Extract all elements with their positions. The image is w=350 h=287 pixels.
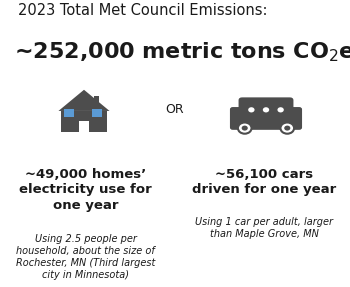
- FancyBboxPatch shape: [262, 111, 270, 115]
- Circle shape: [263, 107, 269, 113]
- Text: ~49,000 homes’
electricity use for
one year: ~49,000 homes’ electricity use for one y…: [19, 168, 152, 212]
- Circle shape: [280, 123, 294, 134]
- FancyBboxPatch shape: [64, 109, 74, 117]
- Text: ~252,000 metric tons CO$_2$e: ~252,000 metric tons CO$_2$e: [14, 40, 350, 64]
- FancyBboxPatch shape: [94, 96, 99, 104]
- Text: ~56,100 cars
driven for one year: ~56,100 cars driven for one year: [192, 168, 336, 196]
- Circle shape: [276, 106, 286, 114]
- FancyBboxPatch shape: [276, 111, 285, 115]
- Circle shape: [241, 126, 248, 131]
- FancyBboxPatch shape: [239, 97, 293, 119]
- Circle shape: [246, 106, 256, 114]
- Text: Using 1 car per adult, larger
than Maple Grove, MN: Using 1 car per adult, larger than Maple…: [195, 217, 333, 239]
- FancyBboxPatch shape: [247, 111, 256, 115]
- Circle shape: [238, 123, 252, 134]
- Polygon shape: [58, 90, 110, 111]
- FancyBboxPatch shape: [230, 107, 302, 130]
- Text: 2023 Total Met Council Emissions:: 2023 Total Met Council Emissions:: [18, 3, 267, 18]
- Circle shape: [278, 107, 284, 113]
- FancyBboxPatch shape: [61, 111, 107, 132]
- Text: OR: OR: [166, 102, 184, 116]
- FancyBboxPatch shape: [79, 121, 89, 132]
- Circle shape: [261, 106, 271, 114]
- FancyBboxPatch shape: [92, 109, 102, 117]
- Circle shape: [284, 126, 290, 131]
- Circle shape: [248, 107, 254, 113]
- Text: Using 2.5 people per
household, about the size of
Rochester, MN (Third largest
c: Using 2.5 people per household, about th…: [16, 234, 155, 280]
